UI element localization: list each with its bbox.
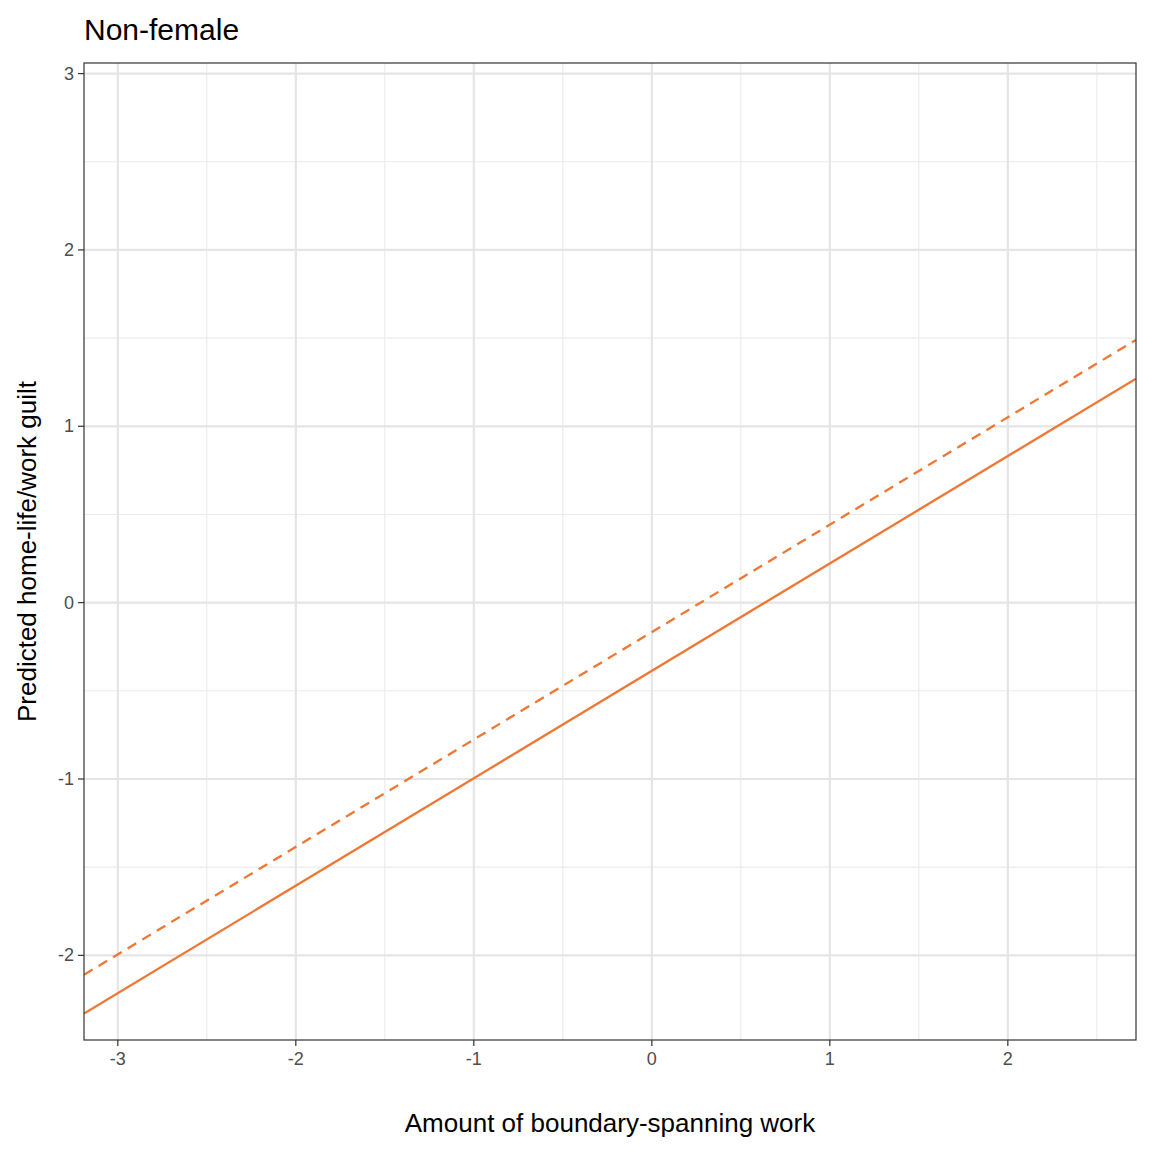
grid <box>84 63 1136 1040</box>
x-axis-label: Amount of boundary-spanning work <box>405 1108 816 1138</box>
y-tick <box>78 73 84 74</box>
grid-y <box>84 249 1136 251</box>
x-tick <box>651 1040 652 1046</box>
y-tick <box>78 778 84 779</box>
x-tick-label: -3 <box>110 1049 126 1069</box>
minor-grid-y <box>84 338 1136 339</box>
y-tick-label: 3 <box>64 64 74 84</box>
x-tick-label: 2 <box>1003 1049 1013 1069</box>
x-tick-label: -2 <box>288 1049 304 1069</box>
series-line <box>84 379 1136 1014</box>
grid-y <box>84 954 1136 956</box>
y-tick-label: -2 <box>58 945 74 965</box>
y-tick <box>78 602 84 603</box>
background <box>0 0 1152 1152</box>
y-tick <box>78 426 84 427</box>
grid-y <box>84 602 1136 604</box>
y-tick-label: 2 <box>64 240 74 260</box>
y-tick <box>78 955 84 956</box>
minor-grid-y <box>84 161 1136 162</box>
grid-y <box>84 425 1136 427</box>
x-tick-label: -1 <box>466 1049 482 1069</box>
x-tick <box>829 1040 830 1046</box>
minor-grid-x <box>206 63 207 1040</box>
grid-x <box>473 63 475 1040</box>
x-tick-label: 0 <box>647 1049 657 1069</box>
x-tick <box>295 1040 296 1046</box>
grid-x <box>1007 63 1009 1040</box>
y-tick-label: -1 <box>58 769 74 789</box>
grid-x <box>651 63 653 1040</box>
minor-grid-x <box>740 63 741 1040</box>
grid-x <box>117 63 119 1040</box>
minor-grid-y <box>84 514 1136 515</box>
series-group <box>84 340 1136 1014</box>
axes: -3 -2 -1 0 1 2 -2 -1 0 1 2 3 <box>58 64 1013 1069</box>
x-tick <box>117 1040 118 1046</box>
chart-container: -3 -2 -1 0 1 2 -2 -1 0 1 2 3 Non-female Amount of bou… <box>0 0 1152 1152</box>
grid-x <box>829 63 831 1040</box>
y-axis-label: Predicted home-life/work guilt <box>12 380 42 722</box>
minor-grid-y <box>84 690 1136 691</box>
minor-grid-x <box>384 63 385 1040</box>
y-tick-label: 1 <box>64 416 74 436</box>
x-tick <box>1007 1040 1008 1046</box>
title: Non-female <box>84 13 239 46</box>
minor-grid-x <box>1096 63 1097 1040</box>
grid-y <box>84 778 1136 780</box>
grid-x <box>295 63 297 1040</box>
series-line <box>84 340 1136 975</box>
x-tick <box>473 1040 474 1046</box>
grid-y <box>84 72 1136 74</box>
chart-svg: -3 -2 -1 0 1 2 -2 -1 0 1 2 3 Non-female Amount of bou… <box>0 0 1152 1152</box>
y-tick-label: 0 <box>64 593 74 613</box>
y-tick <box>78 249 84 250</box>
minor-grid-y <box>84 867 1136 868</box>
x-tick-label: 1 <box>825 1049 835 1069</box>
plot-frame <box>84 63 1136 1040</box>
minor-grid-x <box>918 63 919 1040</box>
minor-grid-x <box>562 63 563 1040</box>
